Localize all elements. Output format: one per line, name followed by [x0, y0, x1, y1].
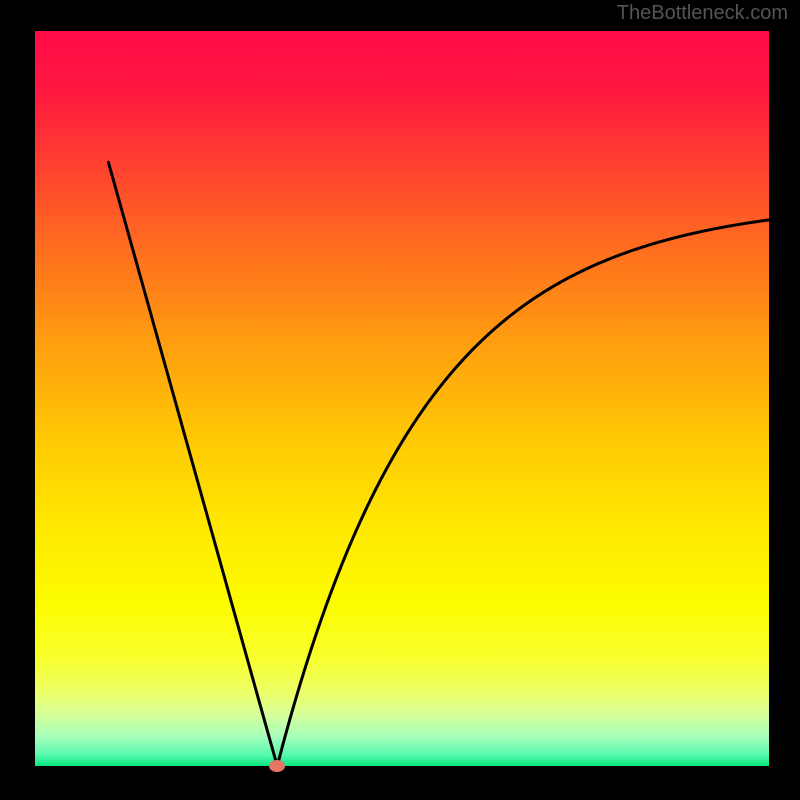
chart-container: TheBottleneck.com [0, 0, 800, 800]
watermark-text: TheBottleneck.com [617, 2, 788, 25]
curve-layer [35, 31, 769, 766]
minimum-marker [269, 760, 285, 772]
plot-area [35, 31, 769, 766]
bottleneck-curve [108, 162, 769, 766]
